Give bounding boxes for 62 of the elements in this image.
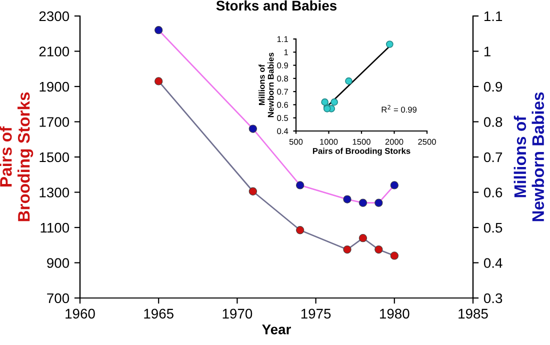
- point: [330, 98, 338, 106]
- y-tick-label: 1300: [40, 188, 70, 198]
- x-tick-label: 500: [289, 138, 303, 145]
- x-tick-label: 2500: [418, 138, 436, 145]
- point: [386, 40, 394, 48]
- point: [374, 198, 383, 207]
- point: [343, 245, 352, 254]
- point: [374, 245, 383, 254]
- y-tick-label: 1100: [40, 222, 70, 233]
- y2-axis-title: Millions of Newborn Babies: [514, 92, 544, 222]
- x-tick-label: 1975: [301, 308, 331, 319]
- point: [296, 181, 304, 190]
- y-tick-label: 0.6: [277, 102, 288, 108]
- y2-tick-label: 0.5: [484, 222, 502, 233]
- point: [345, 77, 352, 85]
- y-tick-label: 0.9: [277, 62, 288, 68]
- x-tick-label: 1960: [66, 308, 95, 319]
- y-tick-label: 0.8: [277, 76, 288, 82]
- y-tick-label: 1: [284, 49, 288, 56]
- y2-tick-label: 0.9: [484, 82, 502, 92]
- y-tick-label: 1700: [40, 117, 70, 127]
- point: [154, 77, 163, 86]
- point: [358, 234, 368, 242]
- y-tick-label: 0.5: [277, 115, 288, 121]
- y2-tick-label: 0.6: [484, 188, 502, 198]
- point: [248, 187, 258, 196]
- x-tick-label: 1500: [352, 138, 370, 145]
- y-tick-label: 0.7: [277, 88, 288, 95]
- y-tick-label: 2300: [39, 11, 70, 22]
- x-tick-label: 1970: [222, 308, 252, 319]
- y2-tick-label: 0.8: [484, 117, 502, 127]
- point: [321, 98, 328, 106]
- y2-tick-label: 0.7: [484, 152, 502, 162]
- point: [154, 26, 163, 34]
- x-axis-title: Pairs of Brooding Storks: [312, 148, 410, 156]
- y2-tick-label: 1.1: [484, 11, 502, 22]
- y2-tick-label: 1: [484, 46, 490, 56]
- x-tick-label: 1980: [380, 308, 410, 319]
- x-tick-label: 1000: [320, 138, 338, 145]
- point: [390, 181, 398, 190]
- x-tick-label: 1985: [458, 308, 488, 319]
- point: [390, 252, 398, 260]
- chart-title: Storks and Babies: [216, 0, 337, 11]
- x-tick-label: 2000: [385, 138, 404, 145]
- point: [343, 195, 352, 204]
- y-tick-label: 700: [47, 293, 70, 304]
- y2-tick-label: 0.3: [484, 293, 502, 304]
- annotation: R$^{2}$ = 0.99: [382, 105, 417, 113]
- y2-tick-label: 0.4: [484, 258, 502, 268]
- x-axis-title: Year: [262, 324, 291, 334]
- y-axis-title: Millions of Newborn Babies: [258, 52, 274, 118]
- y-tick-label: 1900: [40, 82, 70, 92]
- y-tick-label: 900: [47, 258, 70, 268]
- x-tick-label: 1965: [144, 308, 174, 319]
- y-tick-label: 2100: [39, 46, 70, 56]
- y-tick-label: 1500: [40, 152, 70, 162]
- y-axis-title: Pairs of Brooding Storks: [0, 92, 34, 222]
- point: [248, 124, 258, 133]
- y-tick-label: 0.4: [277, 128, 288, 134]
- point: [296, 226, 304, 234]
- point: [358, 198, 368, 207]
- y-tick-label: 1.1: [277, 36, 288, 42]
